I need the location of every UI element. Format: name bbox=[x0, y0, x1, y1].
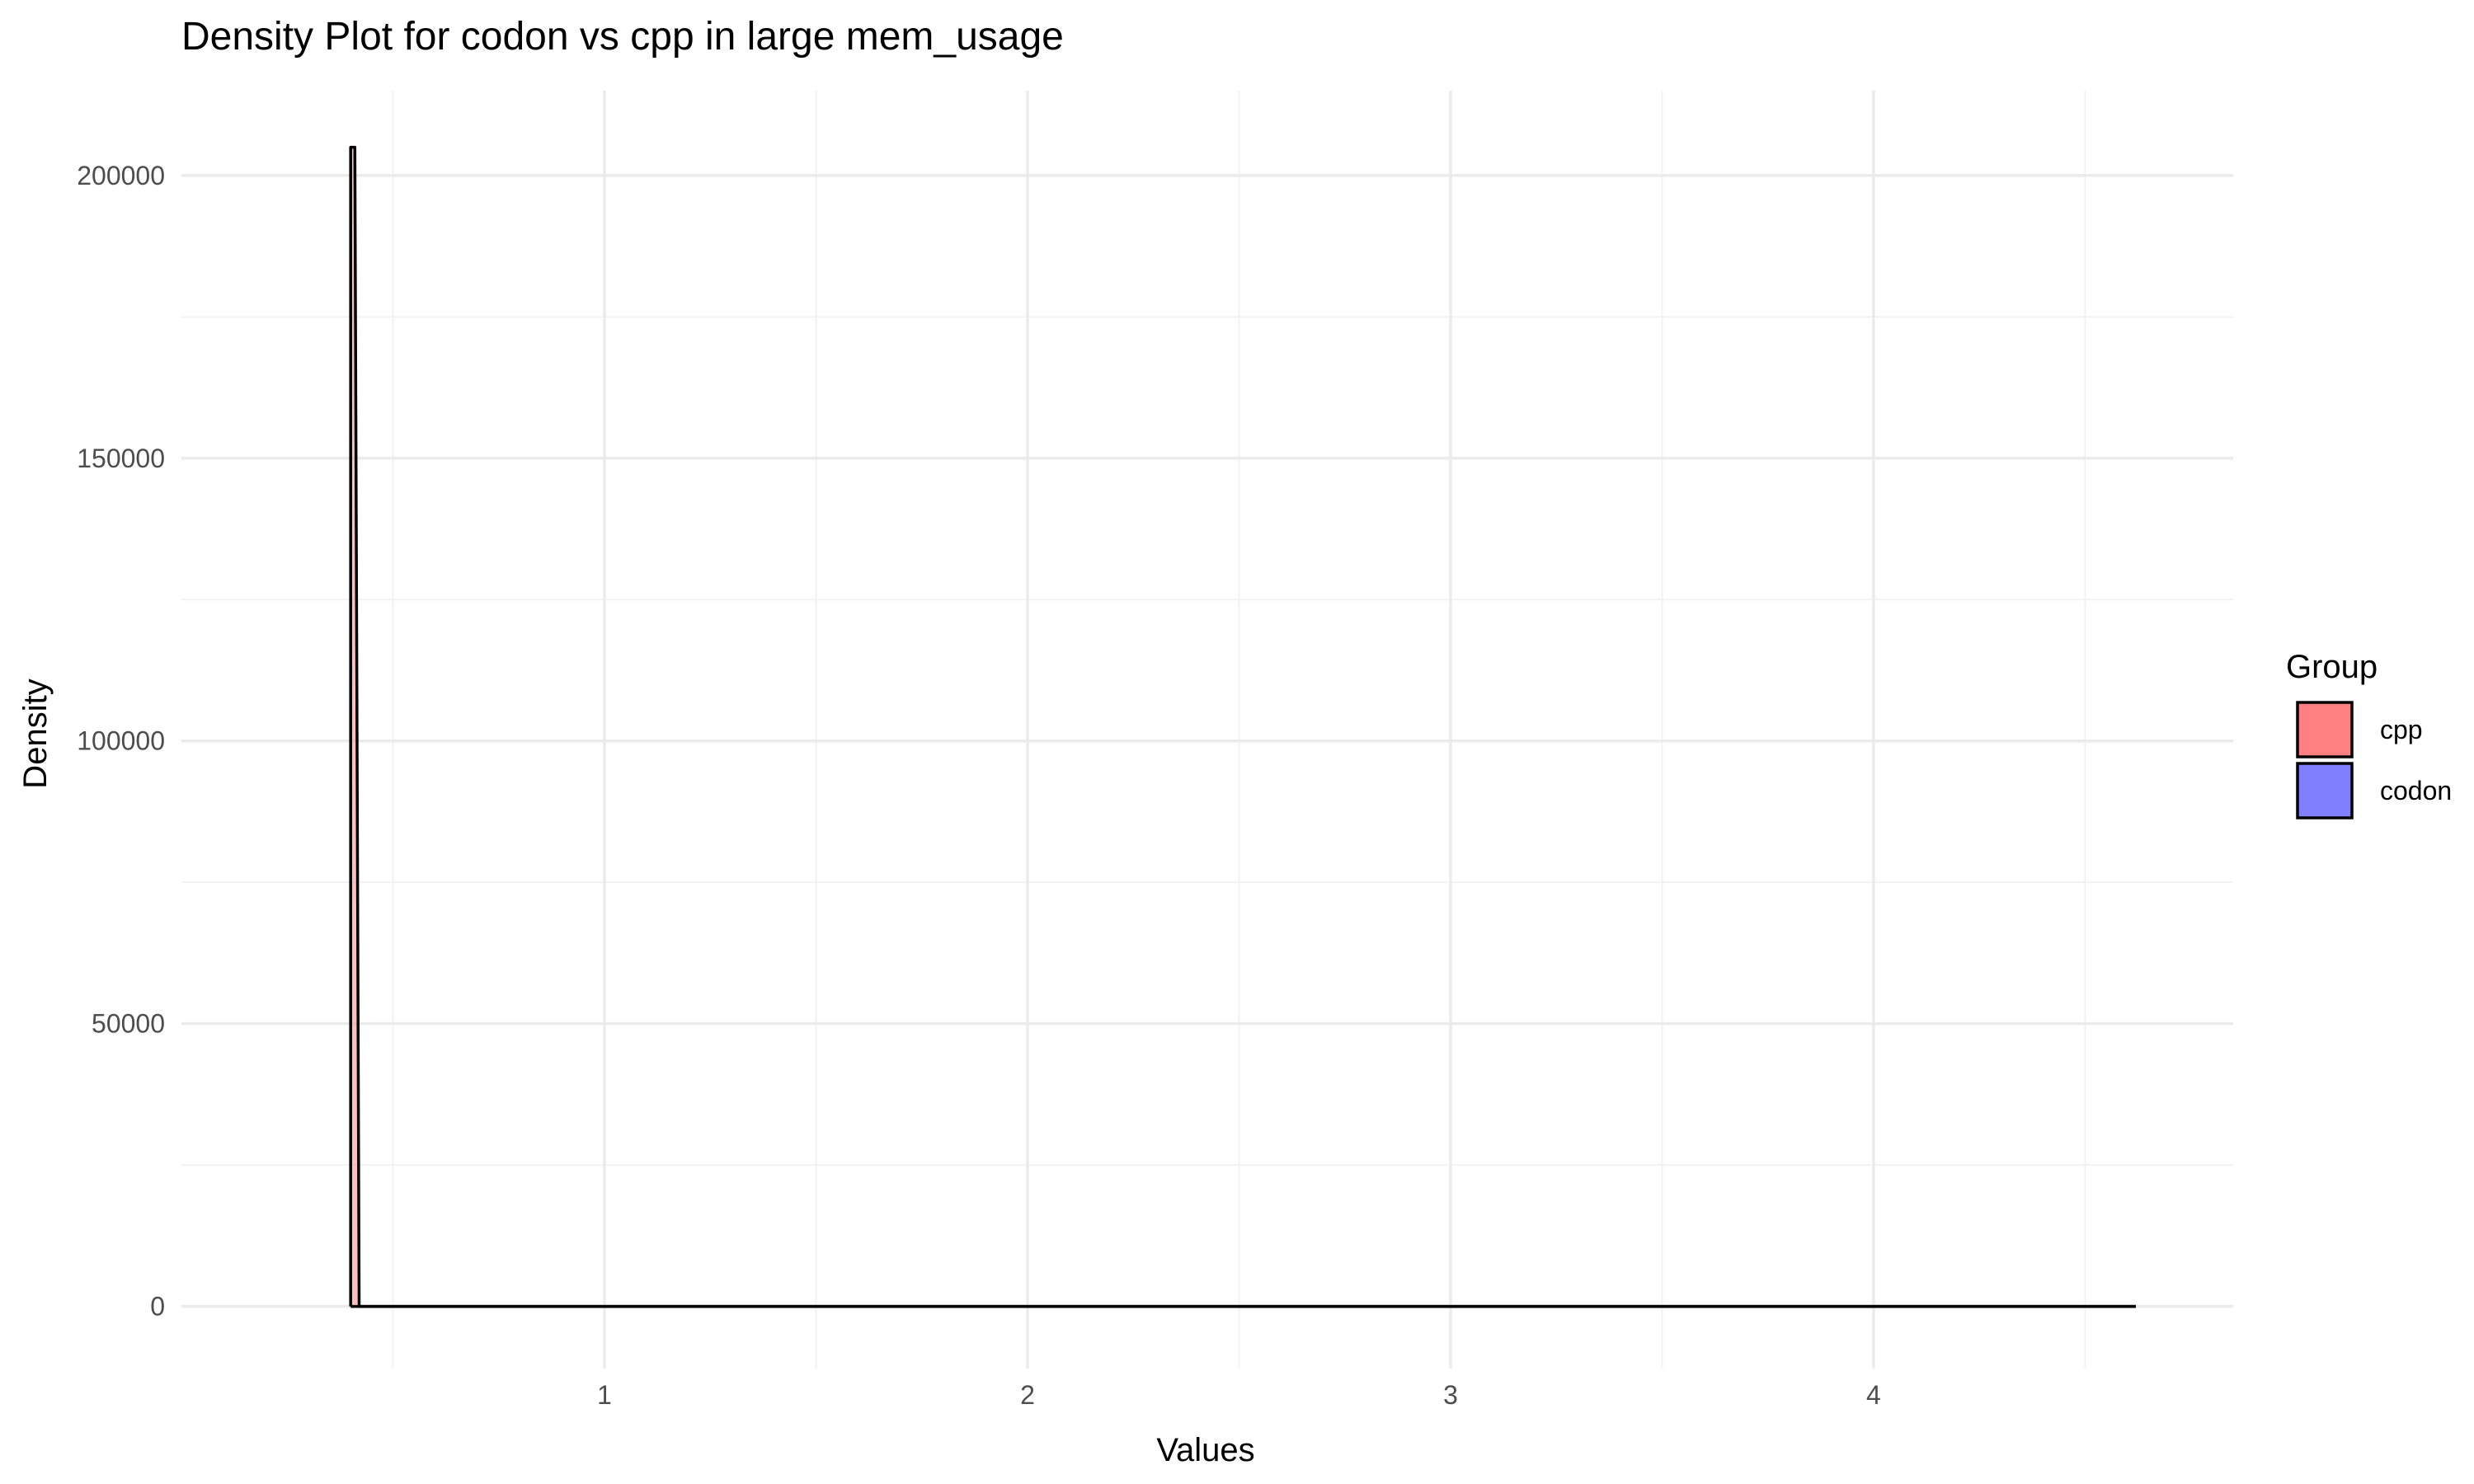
density-areas bbox=[349, 145, 2137, 1308]
y-tick-label: 0 bbox=[150, 1292, 165, 1322]
legend-label-cpp: cpp bbox=[2380, 715, 2423, 744]
y-tick-label: 100000 bbox=[77, 726, 165, 756]
legend: Group cpp codon bbox=[2286, 649, 2452, 819]
x-axis-ticks: 1 2 3 4 bbox=[597, 1380, 1881, 1410]
legend-label-codon: codon bbox=[2380, 776, 2452, 805]
y-axis-title: Density bbox=[17, 679, 54, 788]
legend-key-codon bbox=[2296, 762, 2354, 819]
chart-title: Density Plot for codon vs cpp in large m… bbox=[181, 15, 1064, 59]
y-tick-label: 150000 bbox=[77, 444, 165, 473]
y-tick-label: 50000 bbox=[92, 1009, 165, 1039]
x-tick-label: 2 bbox=[1020, 1380, 1035, 1410]
y-tick-label: 200000 bbox=[77, 161, 165, 190]
legend-title: Group bbox=[2286, 649, 2378, 685]
density-area-cpp bbox=[350, 147, 2137, 1307]
minor-gridlines bbox=[181, 91, 2233, 1369]
legend-key-cpp bbox=[2296, 701, 2354, 758]
x-axis-title: Values bbox=[1156, 1432, 1254, 1468]
y-axis-ticks: 0 50000 100000 150000 200000 bbox=[77, 161, 165, 1322]
density-line-cpp bbox=[349, 145, 2136, 1308]
x-tick-label: 1 bbox=[597, 1380, 612, 1410]
x-tick-label: 3 bbox=[1443, 1380, 1458, 1410]
x-tick-label: 4 bbox=[1866, 1380, 1881, 1410]
major-gridlines bbox=[181, 91, 2233, 1369]
